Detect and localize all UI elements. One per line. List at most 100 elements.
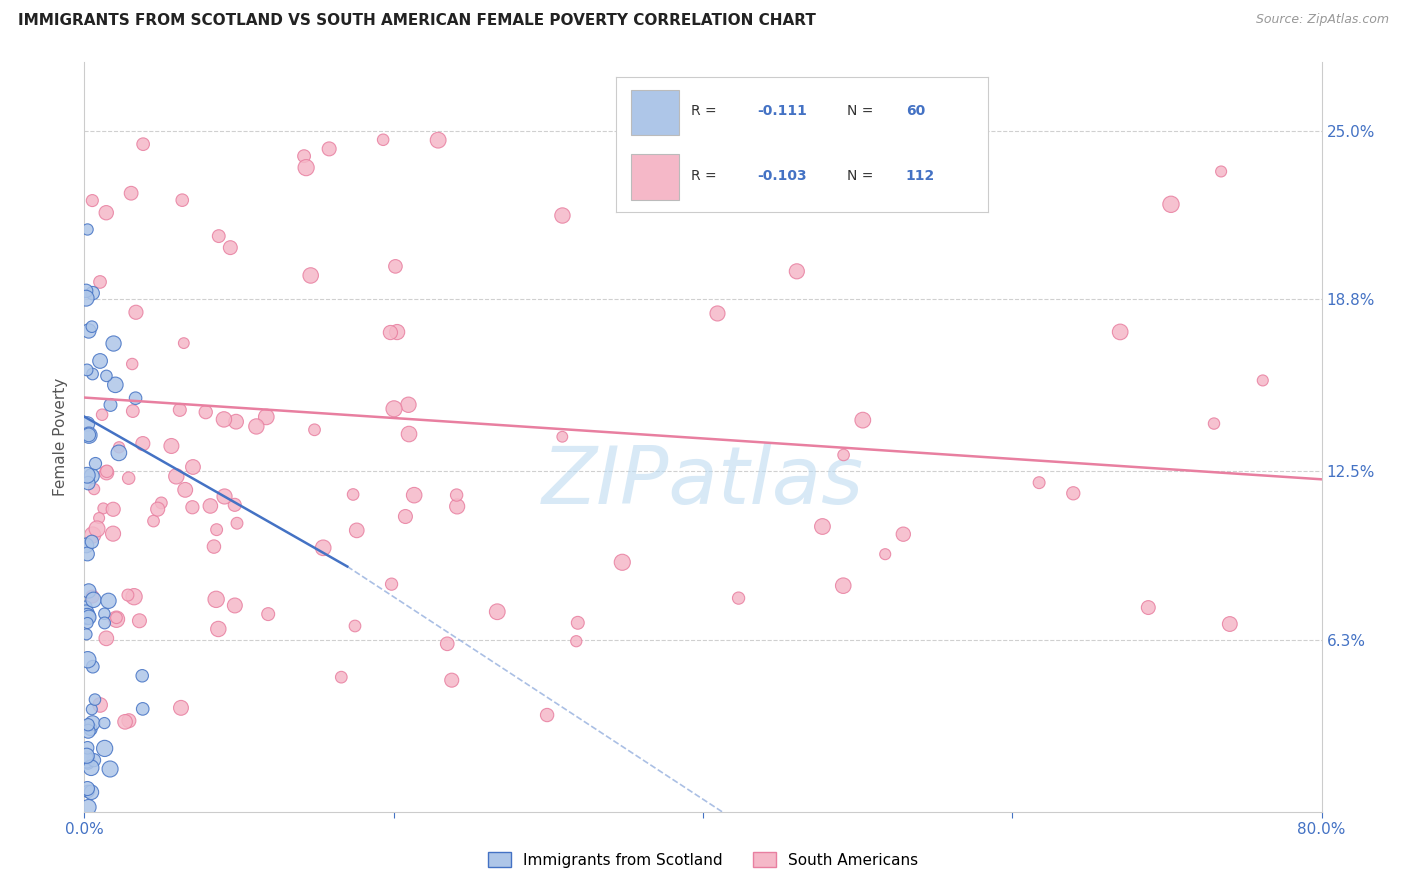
- Point: [80, 469, 103, 483]
- Point: [77, 756, 100, 770]
- Point: [200, 499, 222, 513]
- Point: [202, 540, 225, 554]
- Point: [382, 401, 405, 416]
- Point: [105, 611, 128, 625]
- Point: [173, 336, 195, 351]
- Point: [207, 622, 229, 636]
- Point: [76, 753, 98, 767]
- Point: [160, 439, 183, 453]
- Text: ZIPatlas: ZIPatlas: [541, 443, 865, 521]
- Point: [87, 511, 110, 525]
- Point: [82, 716, 104, 731]
- Point: [76, 547, 98, 561]
- Point: [225, 415, 247, 429]
- Point: [181, 460, 204, 475]
- Point: [82, 367, 104, 381]
- Point: [77, 428, 100, 442]
- Point: [76, 748, 98, 763]
- Point: [93, 615, 115, 630]
- Point: [730, 129, 752, 144]
- Point: [436, 637, 458, 651]
- Point: [120, 186, 142, 201]
- Point: [891, 527, 914, 541]
- Point: [832, 579, 855, 593]
- Point: [128, 614, 150, 628]
- Point: [446, 488, 468, 502]
- Point: [98, 762, 121, 776]
- Point: [132, 137, 155, 152]
- Point: [96, 466, 118, 480]
- Point: [77, 784, 100, 798]
- Point: [91, 408, 114, 422]
- Point: [318, 142, 340, 156]
- Point: [84, 457, 107, 471]
- Point: [80, 785, 103, 799]
- Point: [224, 498, 246, 512]
- Point: [342, 487, 364, 501]
- Point: [80, 761, 103, 775]
- Point: [398, 427, 420, 442]
- Point: [224, 599, 246, 613]
- Point: [100, 398, 122, 412]
- Point: [104, 377, 127, 392]
- Point: [77, 584, 100, 599]
- Point: [108, 446, 131, 460]
- Point: [567, 615, 589, 630]
- Point: [77, 610, 100, 624]
- Point: [486, 605, 509, 619]
- Point: [1137, 600, 1160, 615]
- Point: [727, 591, 749, 606]
- Point: [89, 275, 111, 289]
- Point: [842, 159, 865, 173]
- Point: [174, 483, 197, 497]
- Point: [75, 284, 97, 298]
- Point: [398, 398, 420, 412]
- Point: [245, 419, 267, 434]
- Point: [146, 502, 169, 516]
- Point: [295, 161, 318, 175]
- Point: [212, 412, 235, 426]
- Point: [257, 607, 280, 621]
- Point: [118, 714, 141, 728]
- Text: Source: ZipAtlas.com: Source: ZipAtlas.com: [1256, 13, 1389, 27]
- Point: [551, 209, 574, 223]
- Point: [83, 482, 105, 496]
- Point: [80, 319, 103, 334]
- Point: [312, 541, 335, 555]
- Point: [82, 659, 104, 673]
- Point: [97, 594, 120, 608]
- Point: [117, 588, 139, 602]
- Point: [96, 464, 118, 478]
- Point: [169, 403, 191, 417]
- Point: [76, 363, 98, 377]
- Point: [165, 469, 187, 483]
- Point: [380, 577, 402, 591]
- Point: [76, 750, 98, 764]
- Point: [208, 229, 231, 244]
- Point: [77, 724, 100, 739]
- Point: [101, 526, 124, 541]
- Point: [219, 241, 242, 255]
- Point: [346, 524, 368, 538]
- Point: [82, 590, 104, 604]
- Point: [446, 500, 468, 514]
- Point: [214, 490, 236, 504]
- Point: [84, 692, 107, 706]
- Point: [373, 133, 395, 147]
- Point: [89, 698, 111, 712]
- Point: [82, 286, 104, 301]
- Point: [77, 800, 100, 814]
- Point: [706, 306, 728, 320]
- Point: [150, 496, 173, 510]
- Point: [86, 522, 108, 536]
- Point: [93, 716, 115, 731]
- Point: [292, 149, 315, 163]
- Point: [1219, 617, 1241, 632]
- Point: [93, 607, 115, 621]
- Point: [440, 673, 463, 688]
- Point: [77, 324, 100, 338]
- Point: [852, 413, 875, 427]
- Point: [172, 193, 194, 207]
- Legend: Immigrants from Scotland, South Americans: Immigrants from Scotland, South American…: [488, 852, 918, 868]
- Point: [1062, 486, 1084, 500]
